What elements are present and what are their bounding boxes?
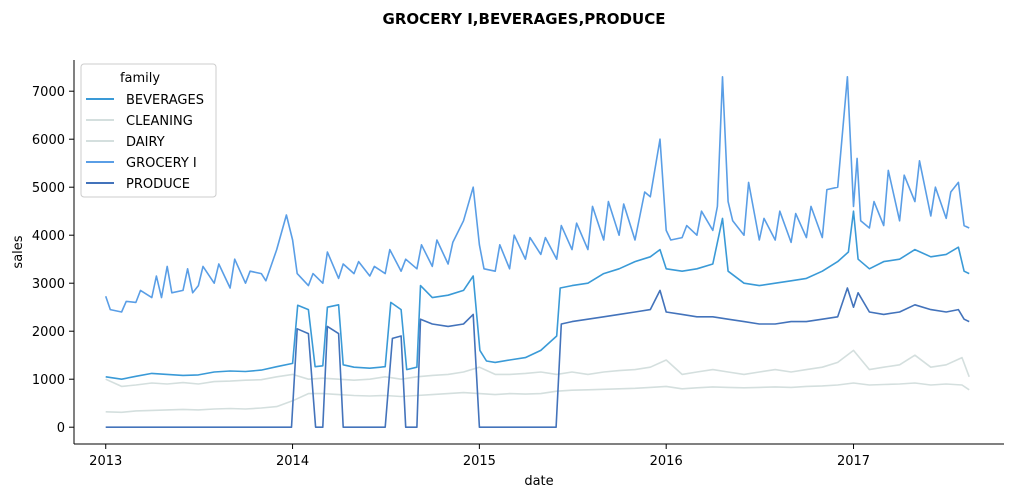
x-tick-label: 2015 [463,454,496,469]
series-line-produce [105,287,970,428]
y-axis-title: sales [11,235,26,268]
y-tick-label: 0 [57,421,65,436]
axes: 2013 2014 2015 2016 2017 0 1000 2000 3000 4000 50… [32,60,1004,469]
y-tick-label: 6000 [32,133,65,148]
y-tick-label: 7000 [32,85,65,100]
x-tick-label: 2014 [276,454,309,469]
legend-box [80,63,217,198]
x-tick-label: 2013 [89,454,122,469]
x-tick-label: 2017 [837,454,870,469]
legend-entry-label: GROCERY I [126,156,197,171]
series-line-dairy [105,382,970,414]
x-ticks: 2013 2014 2015 2016 2017 [89,444,870,469]
y-tick-label: 2000 [32,325,65,340]
legend-entry-label: PRODUCE [126,177,190,192]
legend-title: family [120,71,160,86]
legend-entry-label: CLEANING [126,114,193,129]
x-axis-title: date [524,474,553,489]
series-line-cleaning [105,349,970,388]
legend-entry-label: BEVERAGES [126,93,204,108]
legend-entry-label: DAIRY [126,135,165,150]
series-line-grocery-i [104,76,970,313]
chart-title: GROCERY I,BEVERAGES,PRODUCE [383,10,666,28]
series-line-beverages [105,210,970,380]
legend: family BEVERAGES CLEANING DAIRY GROCERY I PR… [80,63,217,198]
series-layer [104,76,970,428]
legend-items: BEVERAGES CLEANING DAIRY GROCERY I PRODUCE [86,93,204,192]
y-tick-label: 5000 [32,181,65,196]
y-tick-label: 3000 [32,277,65,292]
y-ticks: 0 1000 2000 3000 4000 5000 6000 7000 [32,85,74,436]
y-tick-label: 1000 [32,373,65,388]
x-tick-label: 2016 [650,454,683,469]
y-tick-label: 4000 [32,229,65,244]
